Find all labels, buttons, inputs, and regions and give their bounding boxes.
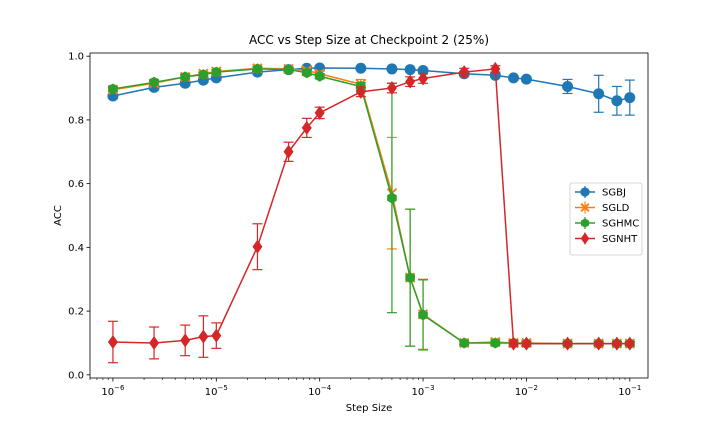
data-point — [180, 71, 190, 83]
data-point — [508, 336, 519, 351]
legend-label: SGLD — [602, 203, 630, 214]
data-point — [593, 88, 605, 100]
y-tick-label: 0.0 — [68, 370, 84, 381]
data-point — [580, 232, 590, 245]
data-point — [508, 72, 520, 84]
legend-item: SGHMC — [575, 217, 639, 230]
data-point — [562, 336, 573, 351]
data-point — [387, 192, 397, 204]
x-tick-label: 10−1 — [618, 384, 641, 398]
data-point — [490, 61, 501, 76]
series-sgbj — [107, 62, 636, 116]
chart-title: ACC vs Step Size at Checkpoint 2 (25%) — [249, 33, 489, 47]
series-line — [112, 67, 630, 345]
data-point — [459, 65, 470, 80]
data-point — [211, 66, 222, 78]
y-axis-label: ACC — [53, 205, 64, 226]
data-point — [404, 64, 416, 76]
data-point — [386, 81, 397, 96]
x-tick-label: 10−5 — [205, 384, 228, 398]
data-point — [521, 336, 532, 351]
y-tick-label: 0.4 — [68, 243, 84, 254]
series-sghmc — [107, 63, 635, 351]
data-point — [149, 76, 159, 88]
data-point — [252, 63, 263, 75]
data-point — [562, 80, 574, 92]
data-point — [405, 272, 415, 284]
y-tick-label: 0.8 — [68, 115, 84, 126]
data-point — [624, 92, 636, 104]
data-point — [580, 218, 590, 228]
x-tick-label: 10−2 — [515, 384, 538, 398]
data-point — [580, 187, 590, 197]
series-line — [112, 68, 630, 345]
data-point — [418, 71, 429, 86]
data-point — [149, 335, 160, 350]
data-point-stroke — [580, 202, 590, 213]
y-tick-label: 0.2 — [68, 307, 84, 318]
data-point — [314, 105, 325, 120]
data-point — [355, 84, 366, 99]
data-point — [108, 83, 118, 95]
series-sgld — [107, 63, 636, 350]
data-point — [314, 70, 325, 82]
y-tick-label: 0.6 — [68, 179, 84, 190]
series-sgnht — [107, 61, 635, 364]
legend-item: SGLD — [575, 201, 630, 214]
x-tick-label: 10−4 — [308, 384, 332, 398]
data-point — [211, 328, 222, 343]
data-point — [252, 239, 263, 254]
legend: SGBJ SGLD SGHMC SGNHT — [569, 182, 643, 256]
data-point — [283, 144, 294, 159]
data-point — [283, 64, 294, 76]
data-point — [580, 202, 590, 213]
data-point — [386, 63, 398, 75]
legend-label: SGNHT — [602, 234, 638, 245]
x-tick-label: 10−3 — [412, 384, 435, 398]
data-point — [611, 336, 622, 351]
x-tick-label: 10−6 — [101, 384, 125, 398]
data-point — [107, 334, 118, 349]
x-axis-label: Step Size — [346, 403, 392, 414]
data-point — [418, 309, 428, 321]
data-point — [180, 333, 191, 348]
data-point — [198, 329, 209, 344]
data-point — [490, 337, 501, 349]
axes-frame — [89, 52, 649, 379]
series-line — [112, 68, 630, 345]
y-tick-label: 1.0 — [68, 52, 84, 63]
data-point — [624, 336, 635, 351]
data-point — [593, 336, 604, 351]
data-point — [520, 73, 532, 85]
legend-item: SGBJ — [575, 186, 626, 199]
data-point — [459, 337, 469, 349]
legend-label: SGHMC — [602, 219, 639, 230]
legend-item: SGNHT — [575, 232, 638, 245]
data-point — [301, 120, 312, 135]
plot-area: 10−6 10−5 10−4 10−3 10−2 10−1 0.0 0.2 0.4 0.6 0.8 1… — [68, 52, 649, 398]
data-point — [611, 95, 623, 107]
data-point — [405, 74, 416, 89]
data-point — [355, 62, 367, 74]
legend-label: SGBJ — [602, 188, 626, 199]
data-point — [198, 69, 209, 81]
data-point — [302, 67, 312, 79]
